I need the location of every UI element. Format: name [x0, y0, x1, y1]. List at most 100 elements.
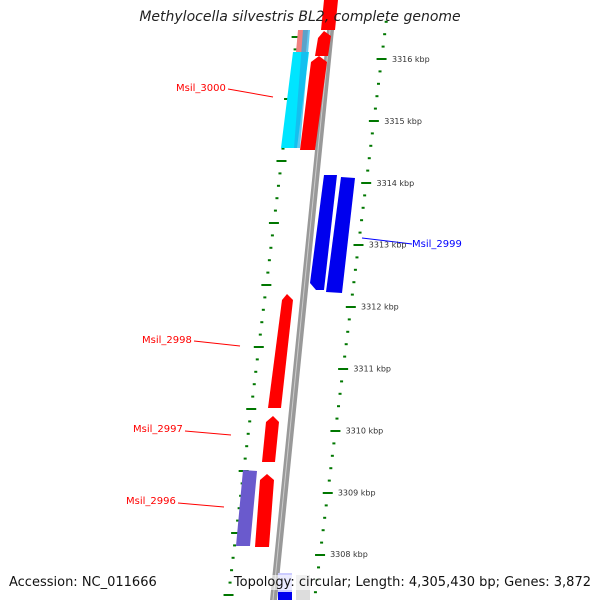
gene-msil2998[interactable] — [268, 294, 293, 408]
tick-label: 3316 kbp — [392, 55, 430, 64]
tick-mark — [368, 120, 379, 122]
tick-mark — [350, 293, 354, 296]
gene-label[interactable]: Msil_2998 — [142, 335, 192, 346]
tick-mark — [340, 380, 344, 383]
tick-mark — [367, 157, 371, 160]
tick-mark — [276, 184, 280, 187]
tick-mark — [353, 268, 357, 271]
gene-msil2996-red[interactable] — [255, 474, 274, 547]
tick-mark — [273, 209, 277, 212]
label-line-msil2997 — [184, 430, 232, 436]
tick-mark — [291, 36, 302, 38]
accession: Accession: NC_011666 — [9, 575, 157, 590]
tick-mark — [223, 594, 234, 596]
tick-mark — [383, 33, 387, 36]
tick-mark — [268, 222, 279, 224]
tick-mark — [254, 370, 258, 373]
tick-mark — [230, 569, 234, 572]
tick-mark — [251, 395, 255, 398]
tick-mark — [252, 383, 256, 386]
gene-red-small-top[interactable] — [315, 31, 331, 56]
tick-mark — [246, 432, 250, 435]
tick-mark — [375, 95, 379, 98]
tick-mark — [347, 318, 351, 321]
gene-red-msil3000-adjacent[interactable] — [300, 56, 327, 150]
tick-mark — [258, 333, 262, 336]
tick-mark — [266, 271, 270, 274]
tick-mark — [233, 544, 237, 547]
tick-label: 3312 kbp — [361, 303, 399, 312]
gene-msil2996-purple[interactable] — [236, 470, 257, 546]
tick-label: 3314 kbp — [377, 179, 415, 188]
gene-label[interactable]: Msil_2999 — [412, 239, 462, 250]
tick-mark — [275, 197, 279, 200]
tick-mark — [332, 442, 336, 445]
gene-label[interactable]: Msil_2997 — [133, 424, 183, 435]
tick-mark — [321, 529, 325, 532]
tick-mark — [320, 541, 324, 544]
tick-label: 3311 kbp — [353, 365, 391, 374]
tick-mark — [317, 566, 321, 569]
tick-mark — [343, 355, 347, 358]
tick-mark — [324, 504, 328, 507]
gene-msil2997[interactable] — [262, 416, 279, 462]
tick-mark — [344, 343, 348, 346]
tick-mark — [330, 454, 334, 457]
label-line-msil2996 — [177, 502, 225, 508]
tick-mark — [346, 330, 350, 333]
tick-mark — [360, 219, 364, 222]
tick-mark — [335, 417, 339, 420]
gene-label[interactable]: Msil_2996 — [126, 496, 176, 507]
tick-mark — [361, 206, 365, 209]
tick-mark — [376, 82, 380, 85]
label-line-msil3000 — [227, 88, 274, 98]
gene-msil2999-a[interactable] — [310, 175, 337, 290]
tick-mark — [322, 492, 333, 494]
tick-mark — [345, 306, 356, 308]
tick-mark — [228, 581, 232, 584]
tick-mark — [329, 467, 333, 470]
tick-mark — [337, 405, 341, 408]
tick-mark — [338, 392, 342, 395]
gene-top-partial[interactable] — [321, 0, 338, 30]
page-title: Methylocella silvestris BL2, complete ge… — [139, 9, 461, 25]
tick-mark — [369, 144, 373, 147]
tick-label: 3315 kbp — [384, 117, 422, 126]
tick-mark — [330, 430, 341, 432]
tick-label: 3310 kbp — [346, 426, 384, 435]
tick-mark — [293, 48, 297, 51]
tick-mark — [327, 479, 331, 482]
tick-mark — [361, 182, 372, 184]
backbone-highlight — [272, 0, 334, 600]
tick-mark — [358, 231, 362, 234]
tick-mark — [323, 516, 327, 519]
tick-mark — [243, 457, 247, 460]
tick-mark — [263, 296, 267, 299]
tick-label: 3313 kbp — [369, 241, 407, 250]
tick-mark — [276, 160, 287, 162]
tick-mark — [384, 20, 388, 23]
tick-mark — [261, 308, 265, 311]
tick-mark — [267, 259, 271, 262]
tick-mark — [260, 321, 264, 324]
tick-mark — [231, 532, 242, 534]
gene-msil2999-b[interactable] — [326, 177, 355, 293]
tick-mark — [278, 172, 282, 175]
tick-mark — [373, 107, 377, 110]
tick-mark — [313, 591, 317, 594]
tick-mark — [270, 234, 274, 237]
tick-mark — [315, 554, 326, 556]
tick-label: 3308 kbp — [330, 550, 368, 559]
tick-mark — [381, 45, 385, 48]
tick-mark — [269, 246, 273, 249]
tick-mark — [248, 420, 252, 423]
tick-mark — [245, 445, 249, 448]
genome-summary: Topology: circular; Length: 4,305,430 bp… — [233, 575, 591, 590]
gene-cyan-edge — [294, 30, 310, 148]
label-line-msil2998 — [193, 340, 241, 347]
gene-bottom-blue[interactable] — [278, 592, 292, 600]
tick-mark — [237, 507, 241, 510]
gene-label[interactable]: Msil_3000 — [176, 83, 226, 94]
